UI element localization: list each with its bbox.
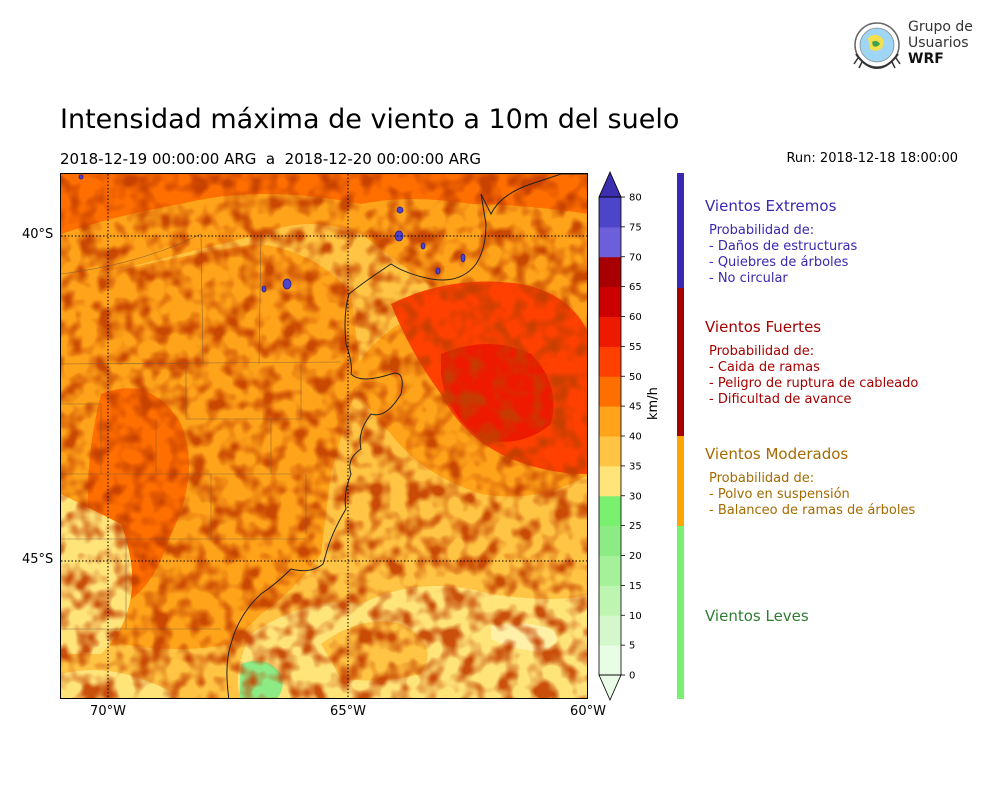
category-line: - Quiebres de árboles bbox=[709, 255, 849, 270]
category-line: - Daños de estructuras bbox=[709, 239, 858, 254]
colorbar-tick-label: 25 bbox=[629, 521, 642, 532]
colorbar-segment bbox=[599, 645, 621, 676]
colorbar-tick-label: 50 bbox=[629, 372, 642, 383]
category-line: - Polvo en suspensión bbox=[709, 487, 850, 502]
category-line: Probabilidad de: bbox=[709, 223, 815, 238]
colorbar-tick-label: 60 bbox=[629, 312, 642, 323]
grupo-usuarios-wrf-logo: Grupo de Usuarios WRF bbox=[848, 18, 978, 74]
category-bar bbox=[677, 173, 684, 288]
graticule bbox=[61, 174, 587, 698]
category-title: Vientos Moderados bbox=[705, 445, 849, 463]
lat-label-40s: 40°S bbox=[22, 227, 54, 242]
colorbar-tick-label: 70 bbox=[629, 252, 642, 263]
colorbar-unit: km/h bbox=[646, 387, 661, 420]
colorbar-segment bbox=[599, 585, 621, 616]
colorbar-tick-label: 35 bbox=[629, 461, 642, 472]
colorbar-tick-label: 55 bbox=[629, 342, 642, 353]
coastline bbox=[226, 174, 587, 698]
logo-line-2: Usuarios bbox=[908, 35, 969, 51]
colorbar-tick-label: 20 bbox=[629, 551, 642, 562]
colorbar-segment bbox=[599, 525, 621, 556]
category-line: - Balanceo de ramas de árboles bbox=[709, 503, 916, 518]
colorbar-tick-label: 10 bbox=[629, 611, 642, 622]
category-line: - Dificultad de avance bbox=[709, 392, 852, 407]
wind-field-svg bbox=[61, 174, 587, 698]
colorbar-tick-label: 40 bbox=[629, 432, 642, 443]
logo-line-1: Grupo de bbox=[908, 19, 973, 35]
category-title: Vientos Extremos bbox=[705, 197, 837, 215]
colorbar-tick-label: 15 bbox=[629, 581, 642, 592]
category-line: Probabilidad de: bbox=[709, 471, 815, 486]
globe-logo-icon bbox=[853, 22, 901, 70]
lon-label-65w: 65°W bbox=[330, 704, 366, 719]
colorbar-segment bbox=[599, 346, 621, 377]
valid-period: 2018-12-19 00:00:00 ARG a 2018-12-20 00:… bbox=[60, 150, 482, 168]
colorbar: 0 5 10 15 20 25 30 35 40 45 50 55 60 65 70 75 80 bbox=[598, 171, 642, 701]
category-title: Vientos Fuertes bbox=[705, 318, 822, 336]
colorbar-segment bbox=[599, 615, 621, 646]
colorbar-segments bbox=[598, 171, 622, 701]
colorbar-segment bbox=[599, 465, 621, 497]
colorbar-segment bbox=[599, 286, 621, 317]
colorbar-segment bbox=[599, 226, 621, 258]
category-title: Vientos Leves bbox=[705, 607, 809, 625]
lat-label-45s: 45°S bbox=[22, 552, 54, 567]
colorbar-tick-label: 30 bbox=[629, 491, 642, 502]
colorbar-tick-label: 80 bbox=[629, 193, 642, 204]
colorbar-segment bbox=[599, 316, 621, 347]
category-line: - No circular bbox=[709, 271, 788, 286]
category-bar bbox=[677, 436, 684, 526]
category-line: Probabilidad de: bbox=[709, 344, 815, 359]
colorbar-segment bbox=[599, 406, 621, 437]
category-line: - Caida de ramas bbox=[709, 360, 820, 375]
colorbar-tick-label: 65 bbox=[629, 282, 642, 293]
extreme-wind-spots bbox=[78, 174, 466, 293]
colorbar-ticks: 0 5 10 15 20 25 30 35 40 45 50 55 60 65 70 75 80 bbox=[621, 193, 642, 682]
colorbar-segment bbox=[599, 555, 621, 586]
lon-label-60w: 60°W bbox=[570, 704, 606, 719]
field-texture bbox=[61, 174, 587, 698]
colorbar-extend-high bbox=[598, 171, 622, 198]
lon-label-70w: 70°W bbox=[90, 704, 126, 719]
colorbar-segment bbox=[599, 436, 621, 467]
category-bar bbox=[677, 288, 684, 436]
colorbar-tick-label: 45 bbox=[629, 402, 642, 413]
colorbar-tick-label: 0 bbox=[629, 671, 635, 682]
category-bar bbox=[677, 526, 684, 699]
colorbar-segment bbox=[599, 256, 621, 288]
colorbar-segment bbox=[599, 495, 621, 527]
run-time: Run: 2018-12-18 18:00:00 bbox=[786, 151, 958, 166]
colorbar-segment bbox=[599, 376, 621, 407]
wind-intensity-map bbox=[60, 173, 588, 699]
category-line: - Peligro de ruptura de cableado bbox=[709, 376, 919, 391]
colorbar-tick-label: 5 bbox=[629, 641, 635, 652]
map-title: Intensidad máxima de viento a 10m del su… bbox=[60, 104, 680, 135]
colorbar-segment bbox=[599, 197, 621, 228]
logo-line-3: WRF bbox=[908, 51, 944, 67]
colorbar-extend-low bbox=[598, 674, 622, 701]
colorbar-tick-label: 75 bbox=[629, 222, 642, 233]
